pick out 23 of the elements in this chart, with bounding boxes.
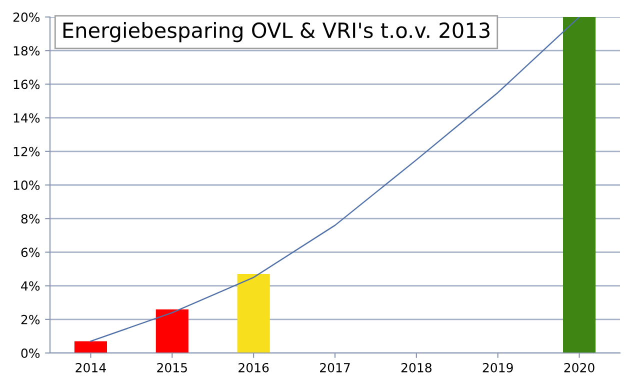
y-tick-label: 0% <box>21 348 40 358</box>
y-tick-label: 4% <box>21 281 40 291</box>
y-tick-label: 18% <box>14 46 40 56</box>
bar <box>156 309 188 353</box>
x-tick-label: 2014 <box>76 362 106 372</box>
x-tick-label: 2019 <box>482 362 513 372</box>
y-tick-label: 2% <box>21 314 40 324</box>
chart-title: Energiebesparing OVL & VRI's t.o.v. 2013 <box>63 22 490 42</box>
bar <box>74 341 107 353</box>
y-tick-label: 6% <box>21 248 40 258</box>
y-tick-label: 20% <box>13 12 40 22</box>
bar <box>237 274 270 353</box>
x-tick-label: 2020 <box>564 362 594 372</box>
bar <box>563 17 596 353</box>
x-tick-label: 2015 <box>157 362 187 372</box>
x-tick-label: 2016 <box>238 362 269 372</box>
y-tick-label: 10% <box>14 180 40 190</box>
y-tick-label: 16% <box>14 80 40 90</box>
y-tick-label: 12% <box>14 146 40 156</box>
x-tick-label: 2017 <box>320 362 350 372</box>
y-tick-label: 14% <box>14 113 40 123</box>
x-tick-label: 2018 <box>401 362 432 372</box>
y-tick-label: 8% <box>21 214 40 224</box>
